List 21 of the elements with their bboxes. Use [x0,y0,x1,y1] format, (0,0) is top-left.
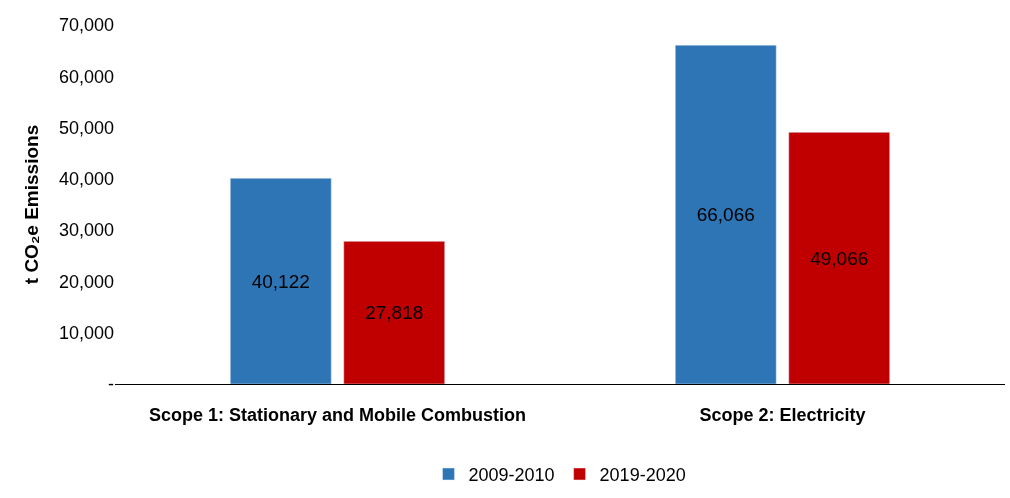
y-tick-label: 20,000 [58,271,114,292]
y-tick-label: - [108,374,114,395]
y-tick-label: 40,000 [58,169,114,190]
bar [675,44,777,384]
data-label: 27,818 [365,302,424,324]
legend-label: 2019-2020 [599,465,686,486]
data-label: 40,122 [251,270,310,292]
data-label: 49,066 [810,247,869,269]
y-tick-label: 50,000 [58,117,114,138]
bar [788,132,890,384]
y-tick-label: 60,000 [58,66,114,87]
y-axis-title: t CO₂e Emissions [20,124,42,285]
bar [230,177,332,384]
y-tick-label: 30,000 [58,220,114,241]
x-tick-label: Scope 1: Stationary and Mobile Combustion [148,404,527,425]
x-tick-label: Scope 2: Electricity [699,404,866,425]
y-tick-label: 10,000 [58,323,114,344]
bar [343,241,445,384]
data-label: 66,066 [696,204,755,226]
legend-label: 2009-2010 [468,465,555,486]
y-tick-label: 70,000 [58,15,114,36]
